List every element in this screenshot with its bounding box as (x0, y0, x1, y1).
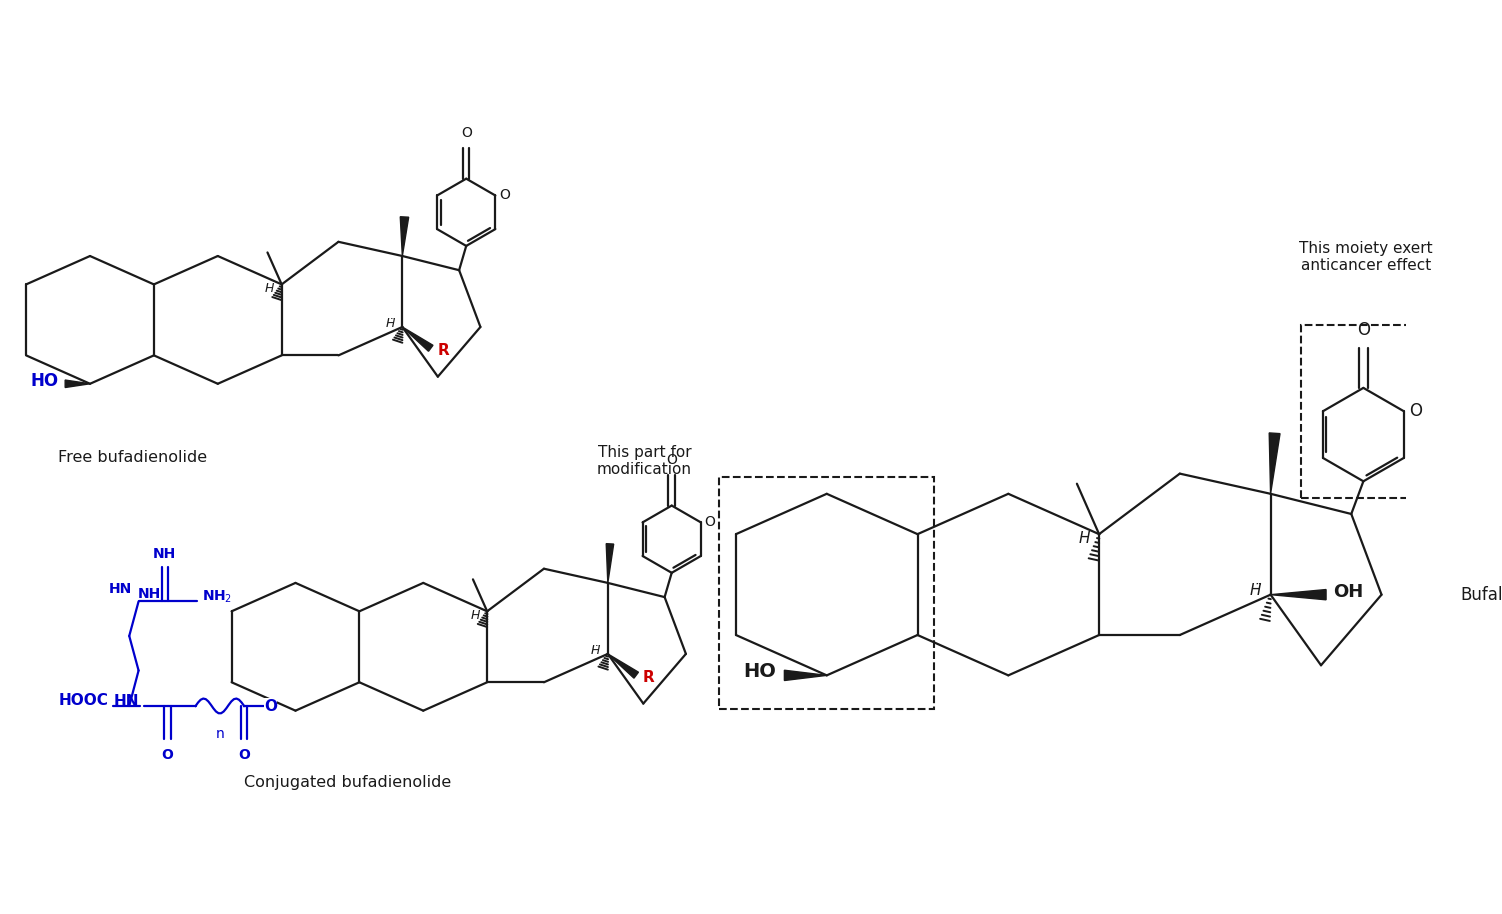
Text: Ḧ: Ḧ (590, 643, 601, 656)
Polygon shape (608, 654, 638, 678)
Text: R: R (643, 670, 655, 685)
Text: H: H (264, 282, 275, 294)
Text: HO: HO (30, 372, 59, 390)
Text: NH: NH (138, 587, 161, 600)
Text: H: H (1078, 531, 1090, 547)
Text: Ḧ: Ḧ (386, 317, 395, 330)
Text: This part for
modification: This part for modification (596, 444, 691, 477)
Text: Free bufadienolide: Free bufadienolide (59, 450, 207, 464)
Text: O: O (264, 698, 276, 714)
Text: O: O (499, 188, 511, 203)
Text: O: O (1409, 402, 1422, 420)
Text: HN: HN (108, 582, 132, 596)
Text: OH: OH (1334, 583, 1364, 600)
Text: HO: HO (743, 662, 775, 681)
Polygon shape (1271, 590, 1326, 600)
Polygon shape (65, 380, 90, 388)
Text: NH: NH (153, 547, 176, 561)
Text: Ḧ: Ḧ (1250, 582, 1262, 598)
Polygon shape (1269, 433, 1280, 494)
Text: O: O (704, 515, 715, 529)
Text: This moiety exert
anticancer effect: This moiety exert anticancer effect (1299, 241, 1433, 273)
Text: O: O (667, 453, 677, 467)
Bar (719, 477, 934, 709)
Text: R: R (437, 343, 449, 357)
Text: O: O (1356, 321, 1370, 339)
Text: Bufalin: Bufalin (1460, 586, 1502, 603)
Text: O: O (162, 748, 173, 762)
Polygon shape (607, 544, 614, 583)
Bar (1301, 324, 1430, 498)
Text: HN: HN (114, 694, 140, 709)
Polygon shape (784, 670, 826, 681)
Polygon shape (400, 217, 409, 256)
Polygon shape (403, 327, 433, 351)
Text: O: O (239, 748, 249, 762)
Text: HOOC: HOOC (59, 693, 108, 708)
Text: NH$_2$: NH$_2$ (203, 589, 233, 605)
Text: Conjugated bufadienolide: Conjugated bufadienolide (243, 774, 451, 790)
Text: O: O (461, 126, 472, 140)
Text: n: n (215, 728, 224, 741)
Text: H: H (470, 609, 479, 622)
